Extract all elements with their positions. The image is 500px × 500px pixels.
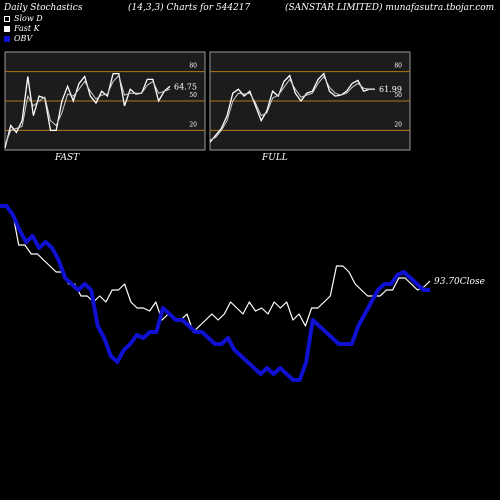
legend-obv: OBV: [4, 33, 32, 44]
fast-tick-label-80: 80: [189, 63, 197, 70]
full-last-value-label: 61.99: [379, 85, 402, 94]
chart-title: Daily Stochastics: [4, 3, 83, 13]
chart-params: (14,3,3) Charts for 544217: [128, 3, 251, 13]
legend-swatch-fast-k: [4, 25, 10, 32]
full-tick-label-20: 20: [394, 121, 402, 128]
legend-label-fast-k: Fast K: [14, 24, 40, 33]
fast-series-slow-d: [4, 74, 171, 146]
legend-swatch-obv: [4, 35, 10, 42]
full-tick-label-80: 80: [394, 63, 402, 70]
fast-tick-label-50: 50: [189, 92, 197, 99]
series-obv: [0, 204, 430, 382]
fast-last-value-label: 64.75: [174, 82, 197, 91]
legend-swatch-slow-d: [4, 15, 10, 22]
legend-fast-k: Fast K: [4, 23, 40, 34]
close-value-label: 93.70Close: [434, 277, 485, 287]
full-tick-label-50: 50: [394, 92, 402, 99]
legend-label-slow-d: Slow D: [14, 14, 43, 23]
fast-panel-label: FAST: [55, 153, 80, 163]
fast-tick-label-20: 20: [189, 121, 197, 128]
full-panel-label: FULL: [262, 153, 288, 163]
full-series-full-d: [209, 75, 375, 141]
legend-slow-d: Slow D: [4, 13, 43, 24]
legend-label-obv: OBV: [14, 34, 33, 43]
chart-company: (SANSTAR LIMITED) munafasutra.tbojar.com: [285, 3, 495, 13]
